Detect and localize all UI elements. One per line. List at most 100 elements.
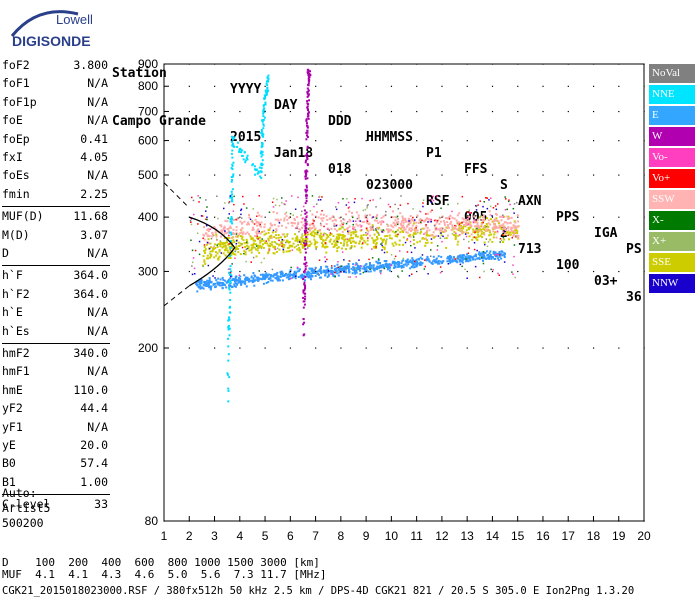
- echo-point: [372, 240, 375, 243]
- grid-dot: [466, 174, 468, 176]
- echo-point: [263, 223, 266, 226]
- echo-point: [504, 227, 506, 230]
- echo-point: [399, 231, 402, 234]
- echo-point: [212, 275, 214, 277]
- echo-point: [210, 253, 213, 256]
- grid-dot: [567, 270, 569, 273]
- echo-point: [276, 198, 278, 201]
- param-name: h`F2: [2, 286, 30, 301]
- echo-point: [297, 221, 300, 224]
- echo-point: [332, 274, 335, 277]
- echo-point: [214, 277, 216, 279]
- echo-point: [380, 269, 383, 272]
- echo-point: [508, 199, 510, 201]
- echo-point: [471, 256, 474, 259]
- param-value: N/A: [87, 364, 108, 379]
- echo-point: [244, 245, 247, 248]
- echo-point: [421, 227, 424, 230]
- echo-point: [313, 269, 316, 272]
- echo-point: [395, 224, 397, 227]
- echo-point: [342, 223, 344, 226]
- echo-point: [335, 206, 337, 208]
- echo-point: [503, 261, 506, 263]
- echo-point: [410, 230, 412, 232]
- echo-point: [221, 284, 224, 287]
- echo-point: [309, 267, 312, 270]
- echo-point: [229, 257, 232, 259]
- echo-point: [229, 291, 232, 294]
- echo-point: [465, 231, 468, 234]
- station-header: Station YYYY DAY DDD HHMMSS P1 FFS S AXN…: [112, 18, 642, 305]
- y-tick-label: 200: [138, 341, 158, 355]
- echo-point: [337, 238, 340, 241]
- echo-point: [346, 266, 349, 269]
- echo-point: [227, 387, 230, 390]
- header-label: PS: [626, 242, 642, 257]
- echo-point: [504, 196, 506, 198]
- echo-point: [252, 256, 255, 259]
- echo-point: [430, 234, 433, 237]
- echo-point: [427, 258, 430, 261]
- echo-point: [298, 241, 301, 243]
- echo-point: [381, 220, 384, 223]
- echo-point: [269, 236, 272, 239]
- echo-point: [274, 248, 277, 250]
- echo-point: [350, 242, 352, 244]
- echo-point: [306, 129, 309, 132]
- echo-point: [364, 208, 367, 211]
- echo-point: [402, 221, 405, 224]
- echo-point: [481, 255, 484, 258]
- echo-point: [296, 225, 299, 228]
- param-name: yE: [2, 438, 16, 452]
- param-value: 0.41: [80, 131, 108, 146]
- echo-point: [265, 276, 268, 278]
- echo-point: [205, 243, 208, 246]
- echo-point: [396, 216, 398, 219]
- echo-point: [511, 237, 513, 239]
- echo-point: [235, 232, 238, 235]
- grid-dot: [416, 63, 418, 65]
- echo-point: [311, 226, 314, 229]
- echo-point: [467, 217, 469, 219]
- echo-point: [304, 276, 307, 278]
- echo-point: [480, 221, 483, 224]
- echo-point: [326, 268, 329, 271]
- echo-point: [352, 228, 354, 230]
- echo-point: [349, 220, 352, 223]
- echo-point: [447, 263, 450, 265]
- echo-point: [205, 210, 207, 212]
- echo-point: [237, 217, 240, 219]
- echo-point: [326, 234, 329, 236]
- grid-dot: [188, 110, 190, 113]
- echo-point: [400, 262, 403, 265]
- echo-point: [320, 232, 322, 235]
- param-value: 110.0: [73, 382, 108, 397]
- echo-point: [216, 238, 218, 241]
- echo-point: [510, 228, 513, 231]
- echo-point: [385, 263, 388, 265]
- echo-point: [456, 257, 459, 260]
- param-divider: [2, 206, 110, 208]
- echo-point: [446, 260, 449, 263]
- grid-dot: [416, 216, 418, 218]
- echo-point: [220, 235, 222, 238]
- echo-point: [411, 260, 414, 263]
- y-tick-label: 300: [138, 264, 158, 278]
- grid-dot: [289, 174, 292, 176]
- echo-point: [355, 271, 358, 274]
- param-name: foEs: [2, 168, 30, 183]
- echo-point: [294, 277, 297, 280]
- param-name: B0: [2, 456, 16, 471]
- echo-point: [291, 276, 294, 279]
- grid-dot: [365, 347, 367, 349]
- echo-point: [245, 156, 248, 159]
- x-tick-label: 16: [536, 529, 550, 543]
- echo-point: [302, 291, 305, 294]
- echo-point: [229, 279, 232, 282]
- echo-point: [252, 272, 255, 274]
- grid-dot: [542, 216, 544, 218]
- echo-point: [255, 248, 257, 251]
- echo-point: [431, 234, 434, 237]
- echo-point: [362, 242, 364, 244]
- echo-point: [450, 220, 453, 223]
